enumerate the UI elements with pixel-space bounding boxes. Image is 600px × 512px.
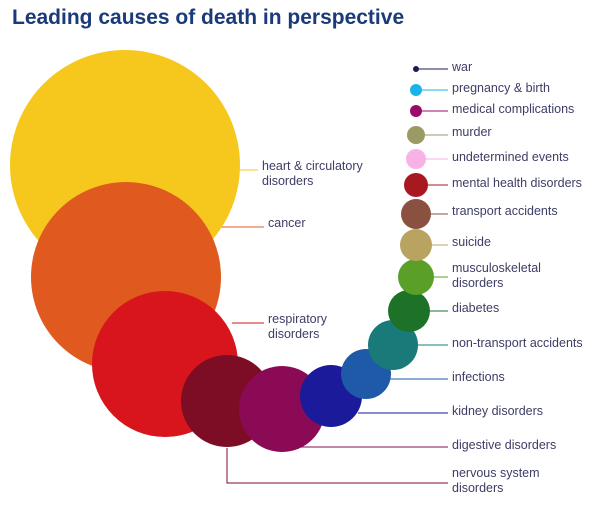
label-line: kidney disorders <box>452 404 543 418</box>
label-kidney-disorders: kidney disorders <box>452 404 543 418</box>
leader-line-nervous-system-disorders <box>226 448 448 484</box>
label-line: respiratory <box>268 312 328 326</box>
bubble-murder[interactable] <box>407 126 425 144</box>
bubble-diabetes[interactable] <box>388 290 430 332</box>
label-line: disorders <box>452 276 503 290</box>
label-undetermined-events: undetermined events <box>452 150 569 164</box>
label-murder: murder <box>452 125 492 139</box>
label-war: war <box>451 60 472 74</box>
label-heart-and-circulatory-disorders: heart & circulatory disorders <box>262 159 363 188</box>
bubble-transport-accidents[interactable] <box>401 199 431 229</box>
bubble-medical-complications[interactable] <box>410 105 422 117</box>
bubbles <box>10 50 434 452</box>
label-line: mental health disorders <box>452 176 582 190</box>
label-line: nervous system <box>452 466 540 480</box>
bubble-pregnancy-and-birth[interactable] <box>410 84 422 96</box>
label-line: infections <box>452 370 505 384</box>
label-line: suicide <box>452 235 491 249</box>
label-respiratory-disorders: respiratory disorders <box>268 312 328 341</box>
label-pregnancy-and-birth: pregnancy & birth <box>452 81 550 95</box>
label-suicide: suicide <box>452 235 491 249</box>
bubble-mental-health-disorders[interactable] <box>404 173 428 197</box>
label-non-transport-accidents: non-transport accidents <box>452 336 583 350</box>
label-diabetes: diabetes <box>452 301 499 315</box>
label-digestive-disorders: digestive disorders <box>452 438 556 452</box>
label-line: digestive disorders <box>452 438 556 452</box>
bubble-musculoskeletal-disorders[interactable] <box>398 259 434 295</box>
bubble-suicide[interactable] <box>400 229 432 261</box>
label-transport-accidents: transport accidents <box>452 204 558 218</box>
label-line: disorders <box>452 481 503 495</box>
label-line: musculoskeletal <box>452 261 541 275</box>
label-line: war <box>451 60 472 74</box>
label-line: diabetes <box>452 301 499 315</box>
label-line: medical complications <box>452 102 574 116</box>
label-cancer: cancer <box>268 216 306 230</box>
bubble-war[interactable] <box>413 66 419 72</box>
labels: heart & circulatory disorderscancerrespir… <box>262 60 583 495</box>
label-line: undetermined events <box>452 150 569 164</box>
label-nervous-system-disorders: nervous system disorders <box>452 466 540 495</box>
label-mental-health-disorders: mental health disorders <box>452 176 582 190</box>
label-line: non-transport accidents <box>452 336 583 350</box>
bubble-undetermined-events[interactable] <box>406 149 426 169</box>
label-infections: infections <box>452 370 505 384</box>
label-line: cancer <box>268 216 306 230</box>
label-musculoskeletal-disorders: musculoskeletal disorders <box>452 261 541 290</box>
chart-title: Leading causes of death in perspective <box>12 6 405 29</box>
label-line: heart & circulatory <box>262 159 363 173</box>
label-line: disorders <box>262 174 313 188</box>
label-line: disorders <box>268 327 319 341</box>
leader-lines <box>212 68 448 484</box>
label-medical-complications: medical complications <box>452 102 574 116</box>
label-line: transport accidents <box>452 204 558 218</box>
label-line: murder <box>452 125 492 139</box>
bubble-non-transport-accidents[interactable] <box>368 320 418 370</box>
label-line: pregnancy & birth <box>452 81 550 95</box>
